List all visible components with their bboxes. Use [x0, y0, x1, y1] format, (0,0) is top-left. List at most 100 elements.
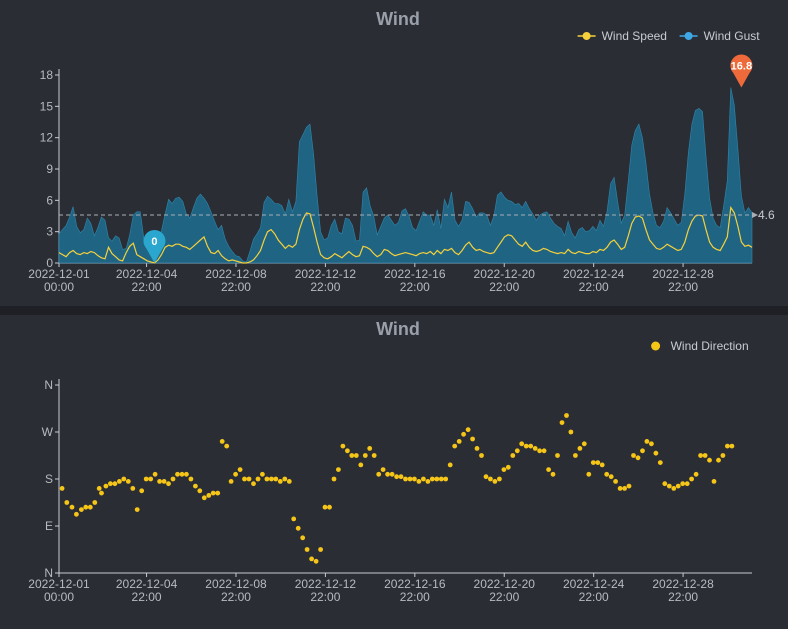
wind-direction-point	[671, 486, 677, 491]
x-tick-label: 2022-12-20 22:00	[474, 267, 536, 294]
wind-direction-point	[604, 471, 610, 477]
y-tick-label: 15	[40, 99, 54, 113]
wind-direction-point	[322, 504, 328, 510]
wind-direction-point	[157, 479, 163, 484]
x-tick-label: 2022-12-28 22:00	[652, 577, 714, 604]
wind-direction-point	[653, 450, 659, 456]
y-axis: 0 3 6 9 12 15 18	[40, 68, 60, 270]
wind-direction-point	[523, 443, 529, 449]
wind-direction-point	[497, 476, 502, 482]
legend-item[interactable]: Wind Speed	[577, 29, 667, 43]
wind-direction-point	[702, 453, 708, 458]
wind-direction-point	[340, 443, 346, 449]
wind-direction-point	[336, 467, 341, 472]
wind-direction-point	[87, 504, 93, 510]
wind-direction-point	[179, 471, 185, 477]
wind-direction-point	[608, 474, 614, 480]
legend[interactable]: Wind Gust Wind Speed	[577, 29, 761, 43]
wind-direction-point	[559, 420, 565, 425]
wind-direction-point	[152, 471, 158, 477]
min-marker-pin	[143, 229, 166, 263]
x-tick-label: 2022-12-01 00:00	[28, 577, 90, 604]
wind-direction-point	[219, 439, 225, 444]
max-marker-pin	[730, 54, 753, 88]
wind-direction-point	[684, 481, 690, 487]
wind-direction-point	[385, 471, 390, 477]
wind-direction-point	[233, 471, 239, 477]
wind-direction-point	[698, 453, 703, 458]
wind-direction-point	[64, 500, 70, 505]
wind-direction-point	[416, 479, 422, 484]
wind-direction-point	[510, 453, 516, 458]
legend-item[interactable]: Wind Direction	[651, 339, 749, 353]
max-marker[interactable]: 16.8	[730, 54, 753, 88]
wind-direction-point	[345, 448, 350, 454]
wind-direction-point	[69, 504, 75, 510]
wind-direction-point	[313, 558, 319, 564]
wind-speed-chart: Wind Wind Gust Wind Speed 0 3 6 9 12 15 18 2022…	[28, 9, 775, 294]
chart-title: Wind	[376, 319, 420, 339]
wind-direction-point	[613, 479, 618, 484]
wind-direction-point	[716, 457, 721, 463]
wind-direction-point	[282, 476, 288, 482]
wind-direction-point	[215, 490, 221, 496]
wind-direction-point	[595, 460, 601, 465]
wind-direction-point	[626, 483, 632, 489]
wind-direction-point	[725, 443, 730, 449]
wind-direction-point	[99, 490, 104, 496]
wind-direction-point	[206, 493, 212, 498]
wind-direction-point	[309, 556, 314, 562]
x-tick-label: 2022-12-08 22:00	[205, 267, 267, 294]
wind-direction-point	[273, 476, 279, 482]
y-tick-label: 9	[46, 162, 53, 176]
wind-direction-point	[505, 464, 511, 470]
wind-direction-point	[175, 471, 180, 477]
wind-direction-point	[376, 471, 382, 477]
wind-direction-point	[331, 476, 337, 482]
wind-direction-point	[649, 441, 654, 447]
plot-area	[59, 413, 735, 564]
wind-direction-point	[644, 439, 650, 444]
legend-item[interactable]: Wind Gust	[679, 29, 761, 43]
plot-area	[58, 87, 753, 264]
wind-direction-point	[201, 495, 207, 501]
y-tick-label: 12	[40, 131, 54, 145]
wind-direction-point	[170, 476, 176, 482]
wind-direction-point	[210, 490, 216, 496]
wind-direction-point	[130, 486, 136, 491]
wind-direction-point	[599, 462, 605, 468]
y-tick-label: N	[44, 566, 53, 580]
wind-direction-point	[640, 448, 645, 454]
wind-direction-point	[720, 453, 726, 458]
max-marker-label: 16.8	[731, 61, 752, 73]
markers: 4.6 16.8 0	[59, 54, 775, 263]
legend-label: Wind Gust	[704, 29, 761, 43]
wind-direction-point	[389, 471, 395, 477]
wind-direction-point	[532, 446, 538, 451]
wind-direction-point	[161, 479, 167, 484]
wind-direction-point	[327, 504, 332, 510]
wind-direction-point	[358, 462, 364, 468]
y-tick-label: 3	[46, 225, 53, 239]
wind-direction-point	[237, 467, 243, 472]
x-tick-label: 2022-12-16 22:00	[384, 577, 446, 604]
legend-label: Wind Direction	[671, 339, 749, 353]
min-marker[interactable]: 0	[143, 229, 166, 263]
x-tick-label: 2022-12-12 22:00	[295, 577, 357, 604]
wind-direction-point	[407, 476, 413, 482]
wind-direction-point	[112, 481, 118, 487]
x-tick-label: 2022-12-12 22:00	[295, 267, 357, 294]
wind-speed-line	[58, 205, 753, 264]
wind-direction-point	[675, 483, 681, 489]
wind-direction-point	[260, 471, 265, 477]
wind-direction-point	[474, 446, 480, 451]
legend[interactable]: Wind Direction	[651, 339, 749, 353]
min-marker-label: 0	[151, 236, 157, 248]
wind-direction-point	[380, 467, 386, 472]
wind-direction-point	[528, 443, 534, 449]
wind-direction-point	[443, 476, 449, 482]
wind-direction-point	[367, 446, 373, 451]
x-tick-label: 2022-12-08 22:00	[205, 577, 267, 604]
x-tick-label: 2022-12-04 22:00	[116, 267, 178, 294]
x-tick-label: 2022-12-04 22:00	[116, 577, 178, 604]
